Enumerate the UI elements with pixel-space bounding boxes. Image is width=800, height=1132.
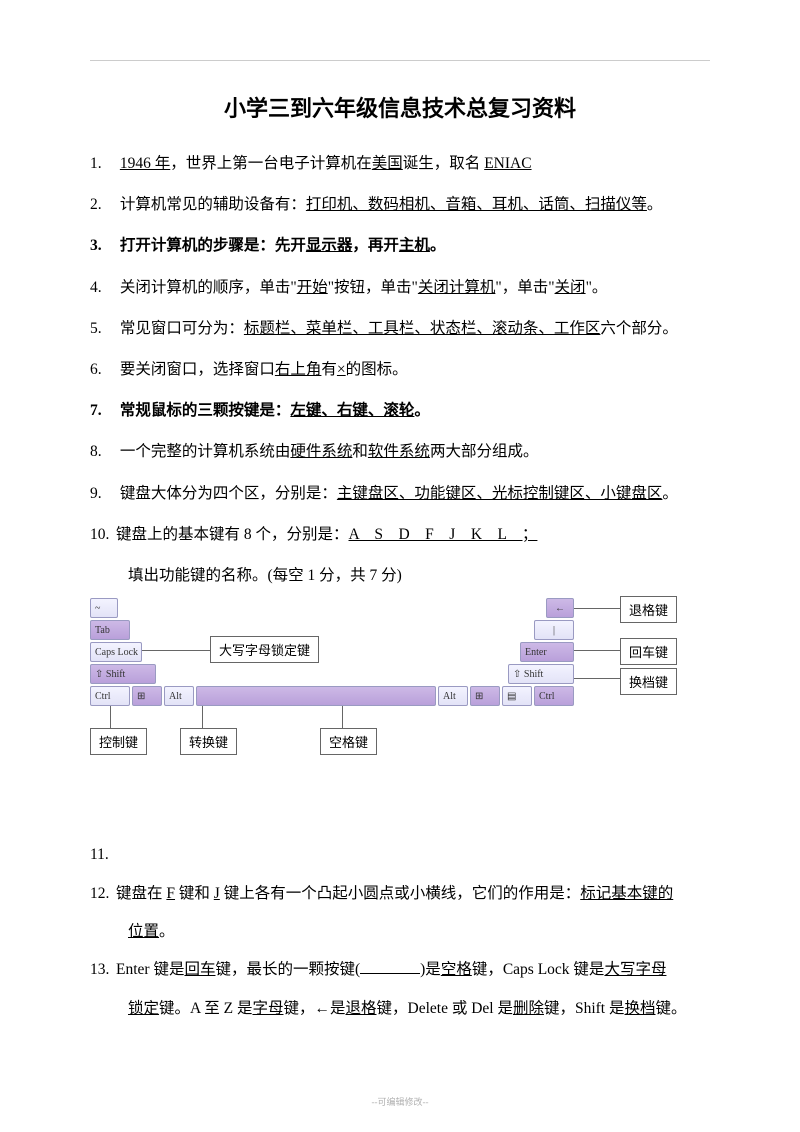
item-8: 8. 一个完整的计算机系统由硬件系统和软件系统两大部分组成。 bbox=[90, 433, 710, 470]
key-alt-l: Alt bbox=[164, 686, 194, 706]
item-9: 9. 键盘大体分为四个区，分别是：主键盘区、功能键区、光标控制键区、小键盘区。 bbox=[90, 475, 710, 512]
label-alt: 转换键 bbox=[180, 728, 237, 755]
key-menu: ▤ bbox=[502, 686, 532, 706]
item-3: 3. 打开计算机的步骤是：先开显示器，再开主机。 bbox=[90, 227, 710, 264]
label-enter: 回车键 bbox=[620, 638, 677, 665]
item-1: 1. 1946 年，世界上第一台电子计算机在美国诞生，取名 ENIAC bbox=[90, 145, 710, 182]
item-2: 2. 计算机常见的辅助设备有：打印机、数码相机、音箱、耳机、话筒、扫描仪等。 bbox=[90, 186, 710, 223]
content-list-2: 11. 12.键盘在 F 键和 J 键上各有一个凸起小圆点或小横线，它们的作用是… bbox=[90, 836, 710, 1026]
item-13: 13.Enter 键是回车键，最长的一颗按键()是空格键，Caps Lock 键… bbox=[90, 953, 710, 987]
content-list: 1. 1946 年，世界上第一台电子计算机在美国诞生，取名 ENIAC 2. 计… bbox=[90, 145, 710, 594]
item-6: 6. 要关闭窗口，选择窗口右上角有×的图标。 bbox=[90, 351, 710, 388]
item-13-sub: 锁定键。A 至 Z 是字母键，←是退格键，Delete 或 Del 是删除键，S… bbox=[90, 992, 710, 1026]
label-capslock: 大写字母锁定键 bbox=[210, 636, 319, 663]
item-5: 5. 常见窗口可分为：标题栏、菜单栏、工具栏、状态栏、滚动条、工作区六个部分。 bbox=[90, 310, 710, 347]
item-10: 10.键盘上的基本键有 8 个，分别是：A S D F J K L ； bbox=[90, 516, 710, 553]
key-alt-r: Alt bbox=[438, 686, 468, 706]
key-tilde: ~ bbox=[90, 598, 118, 618]
key-space bbox=[196, 686, 436, 706]
item-12: 12.键盘在 F 键和 J 键上各有一个凸起小圆点或小横线，它们的作用是：标记基… bbox=[90, 877, 710, 911]
label-backspace: 退格键 bbox=[620, 596, 677, 623]
key-win-r: ⊞ bbox=[470, 686, 500, 706]
footer-text: --可编辑修改-- bbox=[0, 1095, 800, 1108]
top-rule bbox=[90, 60, 710, 61]
key-ctrl-r: Ctrl bbox=[534, 686, 574, 706]
label-ctrl: 控制键 bbox=[90, 728, 147, 755]
item-12-sub: 位置。 bbox=[90, 915, 710, 949]
key-enter: Enter bbox=[520, 642, 574, 662]
keyboard-diagram: ~ Tab Caps Lock ⇧ Shift Ctrl ⊞ Alt Alt ⊞… bbox=[90, 598, 710, 828]
key-tab: Tab bbox=[90, 620, 130, 640]
item-10-sub: 填出功能键的名称。(每空 1 分，共 7 分) bbox=[90, 557, 710, 594]
key-win-l: ⊞ bbox=[132, 686, 162, 706]
page-title: 小学三到六年级信息技术总复习资料 bbox=[90, 91, 710, 123]
label-space: 空格键 bbox=[320, 728, 377, 755]
item-11: 11. bbox=[90, 836, 710, 873]
label-shift: 换档键 bbox=[620, 668, 677, 695]
key-shift-l: ⇧ Shift bbox=[90, 664, 156, 684]
item-7: 7. 常规鼠标的三颗按键是：左键、右键、滚轮。 bbox=[90, 392, 710, 429]
key-slash: | bbox=[534, 620, 574, 640]
key-ctrl-l: Ctrl bbox=[90, 686, 130, 706]
key-backspace: ← bbox=[546, 598, 574, 618]
item-4: 4. 关闭计算机的顺序，单击"开始"按钮，单击"关闭计算机"，单击"关闭"。 bbox=[90, 269, 710, 306]
key-capslock: Caps Lock bbox=[90, 642, 142, 662]
key-shift-r: ⇧ Shift bbox=[508, 664, 574, 684]
